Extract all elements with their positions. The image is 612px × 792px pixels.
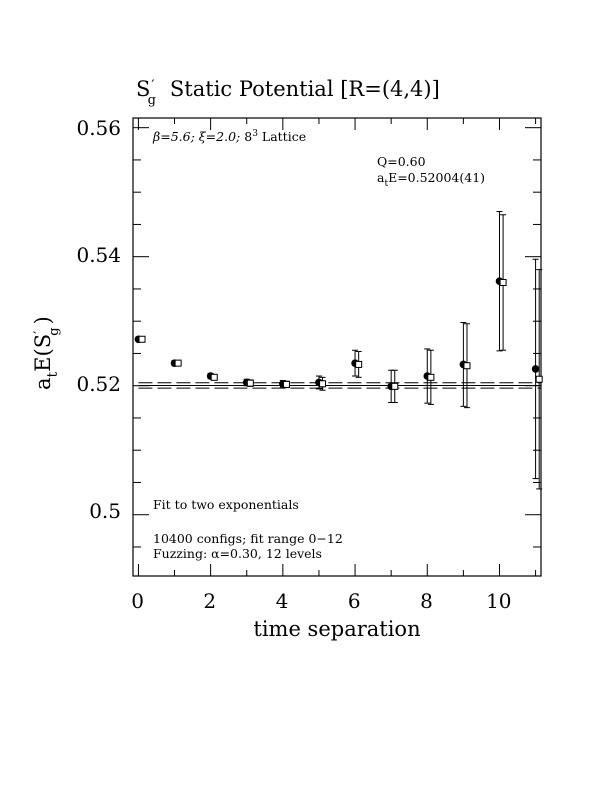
point-s1-2 (210, 373, 218, 381)
y-tick-label-0.52: 0.52 (76, 372, 121, 396)
marker-square-11 (535, 375, 543, 383)
point-s1-6 (355, 351, 363, 378)
marker-circle-11 (531, 365, 540, 373)
point-s1-10 (499, 214, 507, 351)
point-s1-4 (282, 380, 290, 389)
y-axis-label-sub-g: g (47, 327, 62, 335)
y-axis-label-a: a (31, 377, 55, 390)
point-s1-5 (319, 376, 327, 391)
x-tick-label-10: 10 (486, 589, 511, 613)
marker-square-7 (391, 382, 399, 390)
marker-square-10 (499, 278, 507, 286)
chart-title-prime: ′ (151, 78, 154, 94)
point-s0-11 (531, 258, 540, 480)
point-s1-11 (535, 269, 543, 490)
lattice-annotation: β=5.6; ξ=2.0; 83 Lattice (152, 129, 306, 144)
data-points (134, 211, 543, 490)
plot-frame (132, 117, 542, 577)
x-tick-label-0: 0 (131, 589, 144, 613)
x-tick-label-4: 4 (276, 589, 289, 613)
lattice-size: 8 (244, 129, 252, 144)
x-tick-label-2: 2 (203, 589, 216, 613)
configs-annotation: 10400 configs; fit range 0−12 (153, 531, 343, 546)
y-axis-label-prime: ′ (32, 331, 48, 334)
lattice-size-rest: Lattice (258, 129, 306, 144)
y-axis-label-close: ) (31, 316, 55, 324)
fit-annotation: Fit to two exponentials (153, 497, 299, 512)
y-tick-label-0.56: 0.56 (76, 116, 121, 140)
point-s1-7 (391, 369, 399, 403)
marker-square-3 (246, 379, 254, 387)
energy-sub-t: t (384, 179, 388, 189)
marker-square-6 (355, 360, 363, 368)
chart-title-rest: Static Potential [R=(4,4)] (170, 77, 440, 101)
point-s1-9 (463, 323, 471, 409)
point-s1-0 (138, 335, 146, 343)
marker-square-8 (427, 373, 435, 381)
marker-square-5 (319, 380, 327, 388)
energy-annotation: atE=0.52004(41) (377, 170, 485, 189)
marker-square-4 (282, 380, 290, 388)
chart-title-sub: g (148, 93, 156, 108)
x-tick-label-8: 8 (420, 589, 433, 613)
lattice-size-sup: 3 (252, 129, 258, 139)
fit-band (138, 382, 541, 389)
marker-square-9 (463, 362, 471, 370)
y-tick-label-0.5: 0.5 (89, 499, 121, 523)
x-axis-label: time separation (253, 617, 420, 641)
point-s1-1 (174, 359, 182, 367)
fuzzing-annotation: Fuzzing: α=0.30, 12 levels (153, 546, 322, 561)
y-tick-label-0.54: 0.54 (76, 243, 121, 267)
point-s1-8 (427, 349, 435, 405)
y-axis-label-sub-t: t (45, 371, 61, 377)
lattice-xi: ξ=2.0; (199, 129, 240, 144)
x-tick-label-6: 6 (348, 589, 361, 613)
chart-title-s: S (136, 77, 150, 101)
marker-square-2 (210, 373, 218, 381)
marker-square-1 (174, 359, 182, 367)
y-axis-label: atE(S′g) (31, 316, 62, 390)
point-s1-3 (246, 379, 254, 387)
energy-rest: E=0.52004(41) (388, 170, 485, 185)
chart-title: S′ g Static Potential [R=(4,4)] (136, 77, 440, 108)
marker-square-0 (138, 335, 146, 343)
y-axis-label-e: E(S (31, 334, 55, 372)
energy-a: a (377, 170, 385, 185)
q-annotation: Q=0.60 (377, 154, 426, 169)
lattice-beta: β=5.6; (152, 129, 195, 144)
